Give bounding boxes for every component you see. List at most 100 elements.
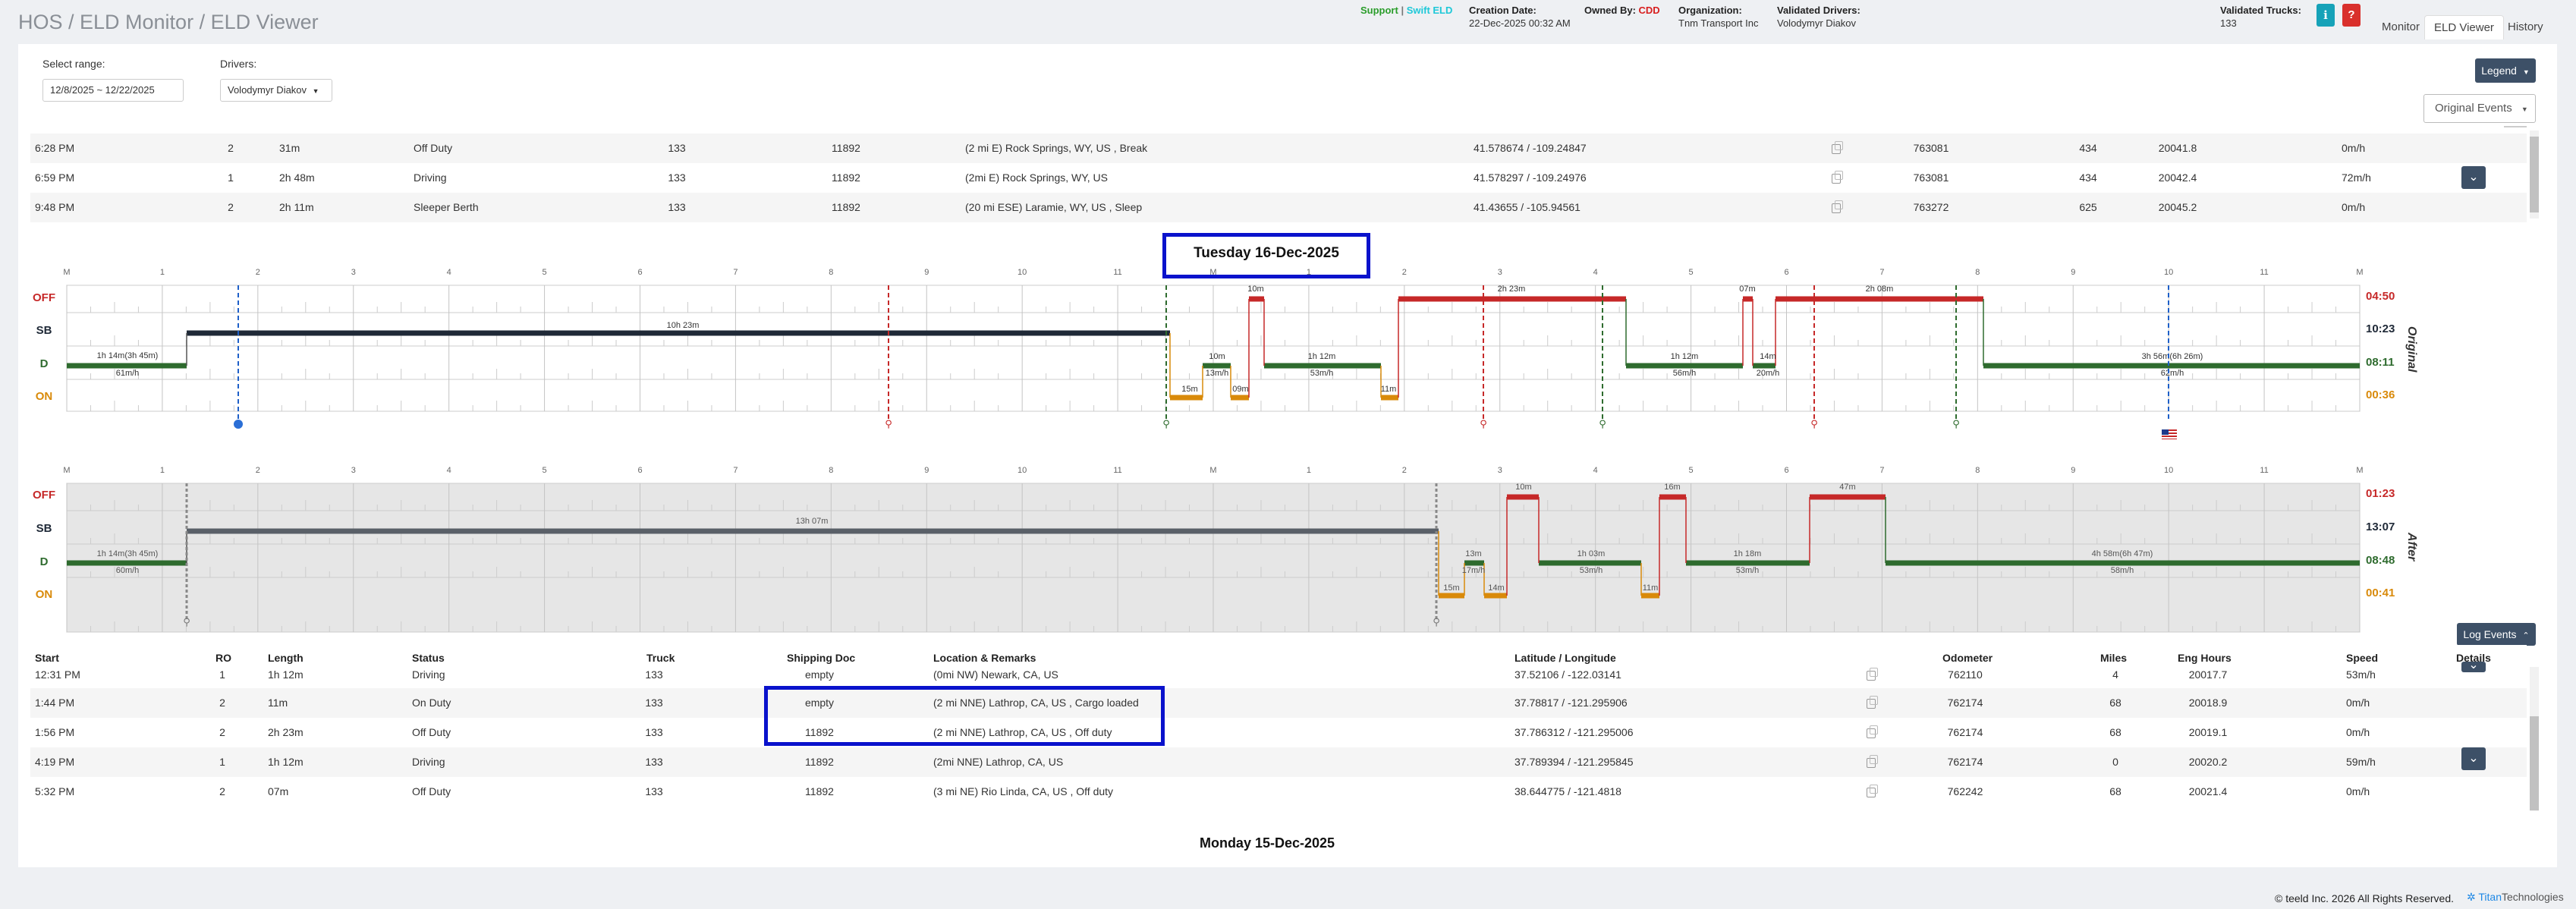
expand-details-button[interactable]: ⌄ bbox=[2461, 659, 2486, 672]
cell-start: 1:44 PM bbox=[35, 697, 75, 709]
hour-label: 11 bbox=[2260, 466, 2268, 475]
validated-drivers-label: Validated Drivers: bbox=[1777, 5, 1860, 16]
validated-drivers-field: Validated Drivers: Volodymyr Diakov bbox=[1777, 4, 1860, 30]
tab-monitor[interactable]: Monitor bbox=[2382, 20, 2420, 33]
top-list-scrollbar-thumb[interactable] bbox=[2530, 137, 2539, 212]
cell-length: 31m bbox=[279, 142, 300, 154]
column-header[interactable]: Location & Remarks bbox=[933, 652, 1036, 664]
pin-icon: ⚲ bbox=[1162, 418, 1170, 429]
table-row[interactable]: 4:19 PM 1 1h 12m Driving 133 11892 (2mi NNE) L… bbox=[30, 747, 2527, 777]
event-row[interactable]: 9:48 PM 2 2h 11m Sleeper Berth 133 11892 (20 m… bbox=[30, 193, 2527, 222]
cell-truck: 133 bbox=[668, 171, 686, 184]
tab-eld-viewer[interactable]: ELD Viewer bbox=[2424, 15, 2504, 39]
driver-select[interactable]: Volodymyr Diakov ▼ bbox=[220, 79, 332, 102]
table-scrollbar-thumb[interactable] bbox=[2530, 716, 2539, 810]
cell-start: 1:56 PM bbox=[35, 726, 75, 738]
column-header[interactable]: Length bbox=[268, 652, 304, 664]
validated-drivers-value: Volodymyr Diakov bbox=[1777, 17, 1857, 29]
date-range-input[interactable]: 12/8/2025 ~ 12/22/2025 bbox=[42, 79, 184, 102]
cell-length: 11m bbox=[268, 697, 288, 709]
table-row[interactable]: 5:32 PM 2 07m Off Duty 133 11892 (3 mi NE) Rio… bbox=[30, 777, 2527, 807]
cell-status: Driving bbox=[414, 171, 447, 184]
copy-icon[interactable] bbox=[1867, 696, 1878, 709]
cell-latlon: 41.578297 / -109.24976 bbox=[1474, 171, 1587, 184]
column-header[interactable]: Miles bbox=[2100, 652, 2128, 664]
original-events-select[interactable]: Original Events ▼ bbox=[2423, 94, 2536, 123]
cell-length: 1h 12m bbox=[268, 668, 304, 681]
column-header[interactable]: Truck bbox=[646, 652, 675, 664]
support-label[interactable]: Support bbox=[1360, 5, 1398, 16]
original-events-label: Original Events bbox=[2435, 102, 2512, 115]
hour-label: M bbox=[1209, 268, 1216, 277]
column-header[interactable]: Odometer bbox=[1942, 652, 1993, 664]
organization-label: Organization: bbox=[1678, 5, 1742, 16]
hour-label: 4 bbox=[447, 466, 451, 475]
copy-icon[interactable] bbox=[1832, 200, 1843, 213]
swift-eld-brand[interactable]: Swift ELD bbox=[1406, 5, 1453, 16]
segment-label: 10m bbox=[1247, 285, 1263, 294]
legend-button[interactable]: Legend ▼ bbox=[2475, 58, 2536, 83]
column-header[interactable]: Status bbox=[412, 652, 445, 664]
table-row[interactable]: 1:44 PM 2 11m On Duty 133 empty (2 mi NNE) Lat… bbox=[30, 688, 2527, 718]
copy-icon[interactable] bbox=[1832, 171, 1843, 184]
copy-icon[interactable] bbox=[1832, 141, 1843, 154]
hour-label: 11 bbox=[1113, 466, 1121, 475]
tab-history[interactable]: History bbox=[2508, 20, 2543, 33]
column-header[interactable]: Shipping Doc bbox=[787, 652, 856, 664]
validated-trucks-value: 133 bbox=[2220, 17, 2237, 29]
cell-speed: 0m/h bbox=[2346, 726, 2370, 738]
cell-odo: 763081 bbox=[1913, 171, 1949, 184]
segment-label: 11m bbox=[1381, 385, 1397, 394]
expand-details-button[interactable]: ⌄ bbox=[2461, 747, 2486, 770]
titan-brand[interactable]: ✲ TitanTechnologies bbox=[2467, 891, 2564, 904]
segment-label: 1h 14m(3h 45m) bbox=[97, 549, 159, 558]
event-row[interactable]: 6:59 PM 1 2h 48m Driving 133 11892 (2mi E) Roc… bbox=[30, 163, 2527, 193]
segment-label: 16m bbox=[1664, 483, 1680, 492]
cell-speed: 59m/h bbox=[2346, 756, 2376, 768]
expand-details-button[interactable]: ⌄ bbox=[2461, 166, 2486, 189]
segment-label: 53m/h bbox=[1736, 566, 1760, 575]
cell-odo: 763272 bbox=[1913, 201, 1949, 213]
column-header[interactable]: RO bbox=[215, 652, 231, 664]
event-row[interactable]: 6:28 PM 2 31m Off Duty 133 11892 (2 mi E) Rock… bbox=[30, 134, 2527, 163]
table-row[interactable]: 1:56 PM 2 2h 23m Off Duty 133 11892 (2 mi NNE)… bbox=[30, 718, 2527, 747]
copy-icon[interactable] bbox=[1867, 755, 1878, 768]
column-header[interactable]: Latitude / Longitude bbox=[1514, 652, 1616, 664]
column-header[interactable]: Speed bbox=[2346, 652, 2379, 664]
cell-speed: 72m/h bbox=[2342, 171, 2371, 184]
log-events-button[interactable]: Log Events ⌃ bbox=[2457, 623, 2536, 646]
info-button[interactable]: i bbox=[2317, 4, 2335, 27]
column-header[interactable]: Details bbox=[2456, 652, 2491, 664]
cell-status: Driving bbox=[412, 668, 445, 681]
cell-loc: (20 mi ESE) Laramie, WY, US , Sleep bbox=[965, 201, 1143, 213]
hour-label: 8 bbox=[829, 466, 833, 475]
column-header[interactable]: Start bbox=[35, 652, 59, 664]
location-dot-icon bbox=[234, 420, 243, 429]
hour-label: 6 bbox=[1784, 268, 1788, 277]
help-button[interactable]: ? bbox=[2342, 4, 2361, 27]
support-link[interactable]: Support | Swift ELD bbox=[1360, 4, 1452, 17]
validated-trucks-field: Validated Trucks: 133 bbox=[2220, 4, 2301, 30]
chart1-side-label: Original bbox=[2405, 326, 2418, 373]
cell-ro: 1 bbox=[219, 756, 225, 768]
chart1-duty-lines bbox=[67, 296, 2360, 401]
hour-label: 4 bbox=[1593, 466, 1598, 475]
segment-label: 62m/h bbox=[2161, 369, 2184, 378]
copy-icon[interactable] bbox=[1867, 668, 1878, 681]
copyright-text: © teeld Inc. 2026 All Rights Reserved. bbox=[2275, 892, 2454, 904]
table-row[interactable]: 12:31 PM 1 1h 12m Driving 133 empty (0mi NW) N… bbox=[30, 660, 2527, 690]
chart1-labels: 1h 14m(3h 45m) 61m/h 10h 23m 15m 10m 13m/h09m… bbox=[97, 285, 2203, 394]
segment-label: 15m bbox=[1181, 385, 1197, 394]
hour-label: M bbox=[2356, 268, 2363, 277]
copy-icon[interactable] bbox=[1867, 725, 1878, 738]
column-header[interactable]: Eng Hours bbox=[2178, 652, 2232, 664]
cell-doc: 11892 bbox=[832, 201, 860, 213]
segment-label: 15m bbox=[1443, 583, 1459, 593]
eld-viewer-panel bbox=[18, 44, 2557, 867]
log-events-label: Log Events bbox=[2463, 628, 2517, 640]
copy-icon[interactable] bbox=[1867, 785, 1878, 797]
cell-doc: empty bbox=[804, 697, 835, 709]
hour-label: 11 bbox=[2260, 268, 2268, 277]
range-label: Select range: bbox=[42, 58, 105, 70]
hour-label: 9 bbox=[924, 268, 929, 277]
